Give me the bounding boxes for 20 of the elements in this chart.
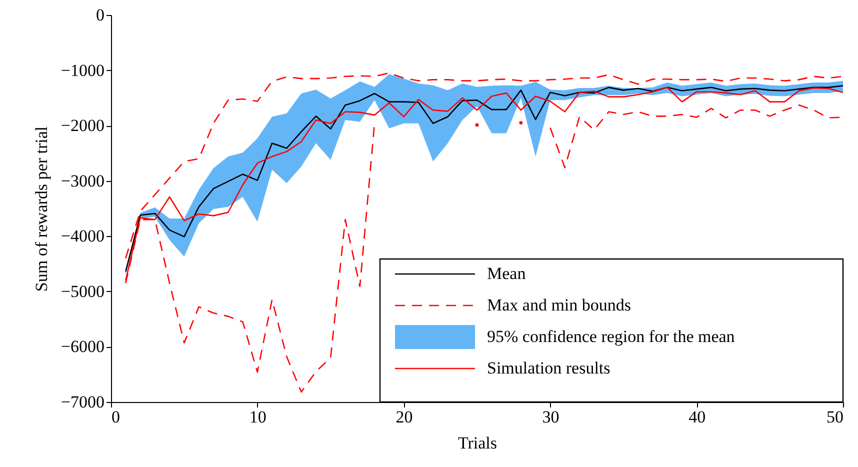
legend-label: 95% confidence region for the mean xyxy=(487,327,736,346)
legend-label: Mean xyxy=(487,264,526,283)
x-axis-title: Trials xyxy=(458,434,498,452)
y-axis-title: Sum of rewards per trial xyxy=(32,126,51,292)
y-tick-label: −1000 xyxy=(60,60,104,80)
y-tick-label: −2000 xyxy=(60,116,104,136)
x-tick-label: 30 xyxy=(542,408,560,426)
legend-label: Simulation results xyxy=(487,358,610,378)
y-tick-label: −3000 xyxy=(60,171,104,190)
y-tick-label: −7000 xyxy=(60,392,104,412)
x-tick-label: 10 xyxy=(249,408,266,426)
x-tick-label: 50 xyxy=(826,408,844,426)
x-tick-label: 0 xyxy=(112,408,120,426)
legend-label: Max and min bounds xyxy=(487,296,632,314)
y-tick-label: −4000 xyxy=(60,226,104,246)
x-tick-label: 20 xyxy=(396,408,413,426)
x-tick-label: 40 xyxy=(688,408,706,426)
y-tick-label: 0 xyxy=(96,6,104,24)
y-tick-label: −6000 xyxy=(60,337,104,356)
y-tick-label: −5000 xyxy=(60,282,104,301)
